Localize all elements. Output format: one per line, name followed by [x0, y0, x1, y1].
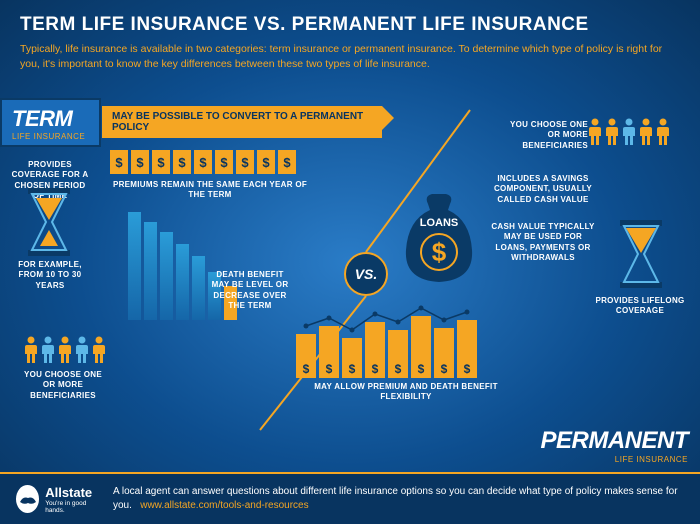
- term-label: TERM: [12, 106, 85, 132]
- perm-beneficiaries-caption: YOU CHOOSE ONE OR MORE BENEFICIARIES: [508, 120, 588, 151]
- term-hourglass-caption-bottom: FOR EXAMPLE, FROM 10 TO 30 YEARS: [10, 260, 90, 291]
- money-bag-icon: LOANS $: [398, 190, 480, 286]
- premium-dollar-row: $$$$$$$$$: [110, 150, 296, 174]
- people-icon-group: [24, 336, 106, 364]
- permanent-label: PERMANENT: [540, 427, 688, 455]
- flex-chart: $$$$$$$$: [296, 314, 477, 378]
- cash-value-caption: CASH VALUE TYPICALLY MAY BE USED FOR LOA…: [488, 222, 598, 264]
- vs-badge: VS.: [344, 252, 388, 296]
- hourglass-icon: [614, 218, 668, 290]
- permanent-sublabel: LIFE INSURANCE: [540, 455, 688, 464]
- death-benefit-caption: DEATH BENEFIT MAY BE LEVEL OR DECREASE O…: [210, 270, 290, 312]
- footer: Allstate You're in good hands. A local a…: [0, 472, 700, 524]
- term-beneficiaries-caption: YOU CHOOSE ONE OR MORE BENEFICIARIES: [18, 370, 108, 401]
- perm-hourglass-caption: PROVIDES LIFELONG COVERAGE: [594, 296, 686, 317]
- page-title: TERM LIFE INSURANCE VS. PERMANENT LIFE I…: [20, 14, 680, 36]
- premium-caption: PREMIUMS REMAIN THE SAME EACH YEAR OF TH…: [110, 180, 310, 201]
- term-sublabel: LIFE INSURANCE: [12, 132, 85, 141]
- page-subtitle: Typically, life insurance is available i…: [20, 42, 680, 71]
- svg-text:LOANS: LOANS: [420, 217, 459, 229]
- brand-tagline: You're in good hands.: [45, 500, 97, 514]
- footer-url: www.allstate.com/tools-and-resources: [140, 500, 308, 511]
- hands-icon: [16, 485, 39, 513]
- flex-caption: MAY ALLOW PREMIUM AND DEATH BENEFIT FLEX…: [296, 382, 516, 403]
- savings-caption: INCLUDES A SAVINGS COMPONENT, USUALLY CA…: [488, 174, 598, 205]
- permanent-tag: PERMANENT LIFE INSURANCE: [540, 427, 700, 464]
- term-tag: TERM LIFE INSURANCE: [0, 98, 101, 147]
- convert-banner: MAY BE POSSIBLE TO CONVERT TO A PERMANEN…: [102, 106, 382, 138]
- svg-text:$: $: [432, 237, 447, 267]
- people-icon-group: [588, 118, 670, 146]
- hourglass-icon: [22, 186, 76, 258]
- brand-logo: Allstate You're in good hands.: [16, 485, 97, 514]
- footer-text: A local agent can answer questions about…: [113, 485, 684, 513]
- brand-name: Allstate: [45, 485, 97, 500]
